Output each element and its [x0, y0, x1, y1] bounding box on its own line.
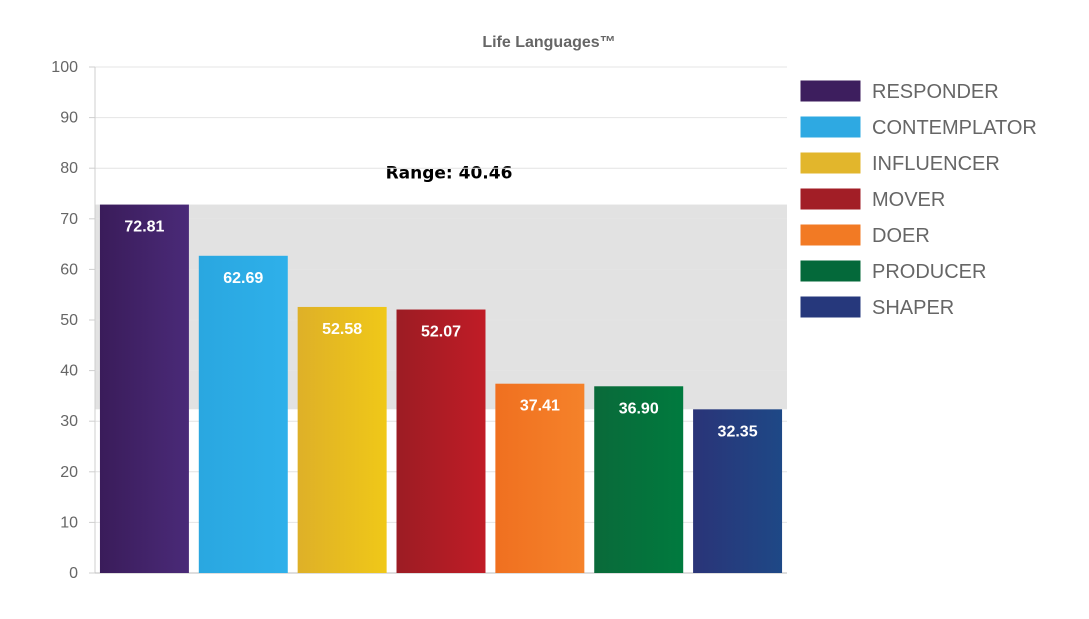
- y-tick-label: 20: [60, 464, 78, 481]
- bar-value-label: 52.07: [421, 324, 461, 341]
- y-tick-label: 10: [60, 514, 78, 531]
- bar-contemplator[interactable]: [198, 255, 288, 573]
- bar-value-label: 52.58: [322, 321, 362, 338]
- legend-label-mover[interactable]: MOVER: [872, 189, 945, 211]
- y-tick-label: 60: [60, 261, 78, 278]
- legend-label-influencer[interactable]: INFLUENCER: [872, 153, 1000, 175]
- legend-label-producer[interactable]: PRODUCER: [872, 261, 986, 283]
- legend-swatch-contemplator[interactable]: [799, 115, 862, 139]
- bar-doer[interactable]: [495, 383, 585, 573]
- legend-label-doer[interactable]: DOER: [872, 225, 930, 247]
- legend-swatch-influencer[interactable]: [799, 151, 862, 175]
- y-tick-label: 40: [60, 363, 78, 380]
- bars: [99, 204, 783, 573]
- y-tick-label: 80: [60, 160, 78, 177]
- bar-value-label: 72.81: [124, 219, 164, 236]
- legend-label-shaper[interactable]: SHAPER: [872, 297, 954, 319]
- legend-label-responder[interactable]: RESPONDER: [872, 81, 999, 103]
- bar-influencer[interactable]: [297, 306, 387, 573]
- bar-value-label: 32.35: [718, 423, 758, 440]
- bar-shaper[interactable]: [693, 409, 783, 573]
- y-tick-label: 0: [69, 565, 78, 582]
- bar-value-labels: 72.81 62.69 52.58 52.07 37.41 36.90 32.35: [124, 219, 757, 441]
- bar-responder[interactable]: [99, 204, 189, 573]
- chart-title: Life Languages™: [482, 34, 615, 51]
- y-tick-label: 70: [60, 211, 78, 228]
- y-tick-label: 90: [60, 110, 78, 127]
- bar-value-label: 62.69: [223, 270, 263, 287]
- bar-value-label: 37.41: [520, 398, 560, 415]
- legend-swatch-responder[interactable]: [799, 79, 862, 103]
- legend-label-contemplator[interactable]: CONTEMPLATOR: [872, 117, 1037, 139]
- y-tick-label: 50: [60, 312, 78, 329]
- bar-mover[interactable]: [396, 309, 486, 573]
- bar-producer[interactable]: [594, 386, 684, 573]
- legend-swatch-producer[interactable]: [799, 259, 862, 283]
- legend-swatch-mover[interactable]: [799, 187, 862, 211]
- bar-value-label: 36.90: [619, 400, 659, 417]
- range-label: Range: 40.46: [386, 164, 513, 184]
- y-tick-label: 30: [60, 413, 78, 430]
- y-tick-label: 100: [51, 59, 78, 76]
- legend-swatch-doer[interactable]: [799, 223, 862, 247]
- legend-swatch-shaper[interactable]: [799, 295, 862, 319]
- legend: RESPONDER CONTEMPLATOR INFLUENCER MOVER DOER…: [799, 79, 1037, 319]
